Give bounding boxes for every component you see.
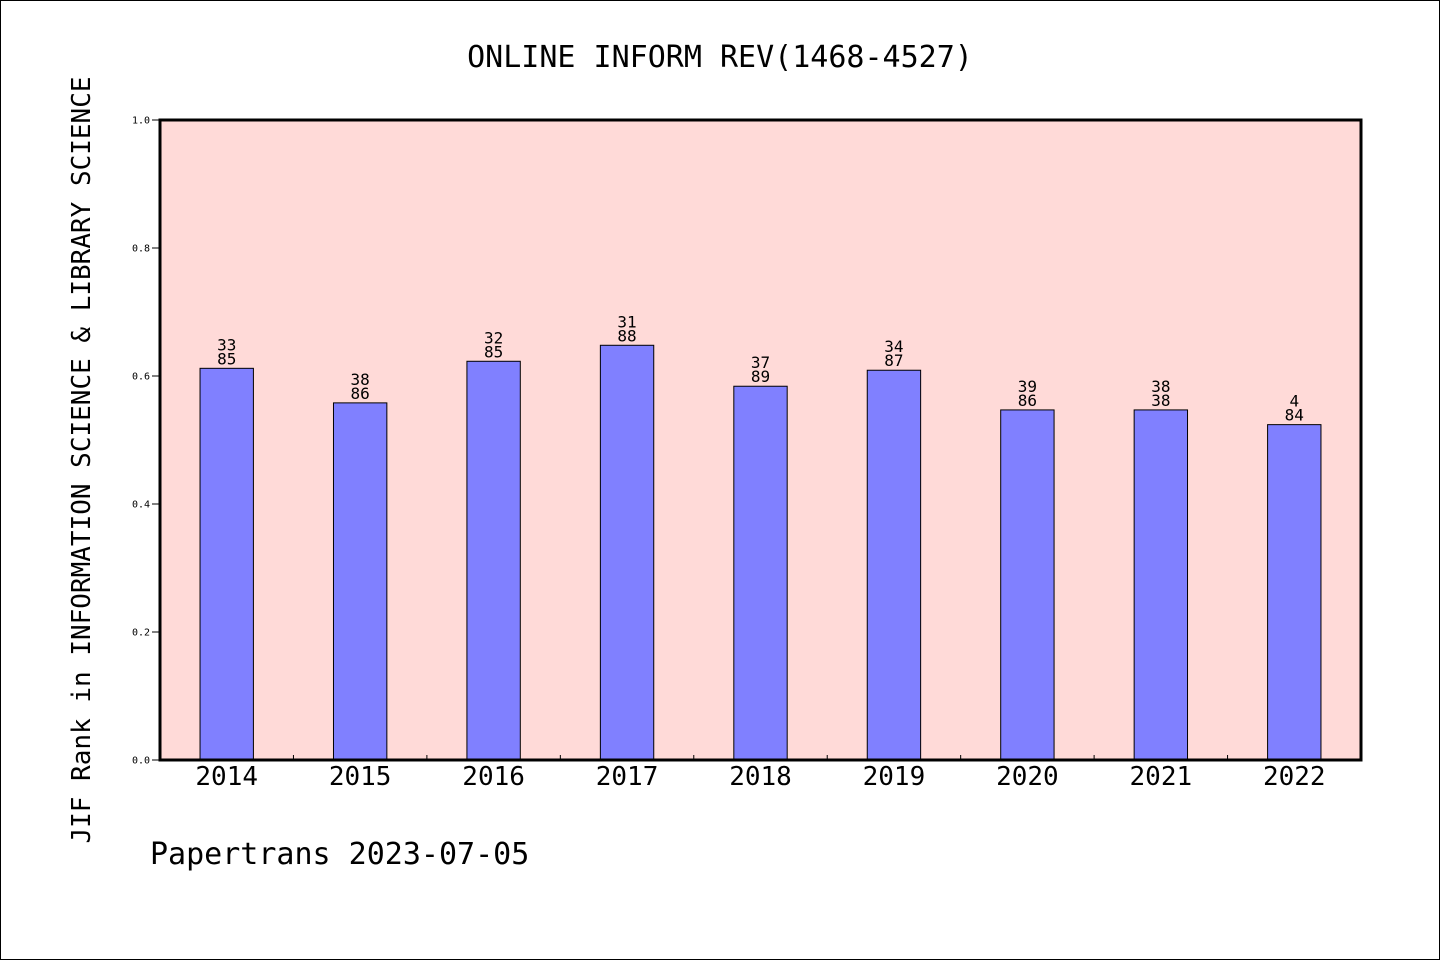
x-tick-label-2018: 2018 [729,762,792,792]
bar-2022 [1267,424,1322,761]
bar-label-rank-2016: 32 [484,328,503,347]
y-tick-label: 0.4 [132,500,150,511]
x-tick-label-2015: 2015 [329,762,392,792]
bar-label-total-2020: 86 [1018,391,1037,410]
bar-2015 [332,402,388,761]
bar-label-total-2022: 84 [1285,406,1304,425]
bar-2018 [733,385,788,761]
bar-label-rank-2022: 4 [1289,392,1299,411]
bar-label-total-2015: 86 [351,384,370,403]
plot-border [158,118,1363,762]
bar-label-rank-2018: 37 [751,353,770,372]
y-tick-label: 1.0 [132,116,150,127]
x-tick-label-2016: 2016 [462,762,525,792]
bar-2017 [599,344,655,761]
bar-2014 [199,367,254,761]
x-tick-label-2019: 2019 [863,762,926,792]
bar-label-rank-2020: 39 [1018,377,1037,396]
bar-label-total-2017: 88 [617,326,636,345]
bar-label-rank-2021: 38 [1151,377,1170,396]
bar-label-rank-2017: 31 [617,312,636,331]
x-tick-label-2020: 2020 [996,762,1059,792]
bar-label-rank-2014: 33 [217,335,236,354]
bar-label-total-2018: 89 [751,367,770,386]
footer-text: Papertrans 2023-07-05 [150,837,529,872]
bar-label-total-2019: 87 [884,351,903,370]
x-tick-label-2021: 2021 [1130,762,1193,792]
y-axis-label: JIF Rank in INFORMATION SCIENCE & LIBRAR… [67,76,97,843]
y-tick-label: 0.8 [132,244,150,255]
y-tick-label: 0.6 [132,372,150,383]
chart-title: ONLINE INFORM REV(1468-4527) [467,40,973,75]
bar-label-rank-2015: 38 [351,370,370,389]
bar-label-total-2014: 85 [217,349,236,368]
bar-2021 [1133,409,1189,761]
bar-label-rank-2019: 34 [884,337,903,356]
y-tick-label: 0.2 [132,628,150,639]
bar-2019 [866,369,922,761]
y-tick-label: 0.0 [132,756,150,767]
bar-2020 [1000,409,1055,761]
x-tick-label-2017: 2017 [596,762,659,792]
bar-label-total-2016: 85 [484,342,503,361]
bar-label-total-2021: 38 [1151,391,1170,410]
x-tick-label-2014: 2014 [195,762,258,792]
bar-2016 [466,360,521,761]
x-tick-label-2022: 2022 [1263,762,1326,792]
